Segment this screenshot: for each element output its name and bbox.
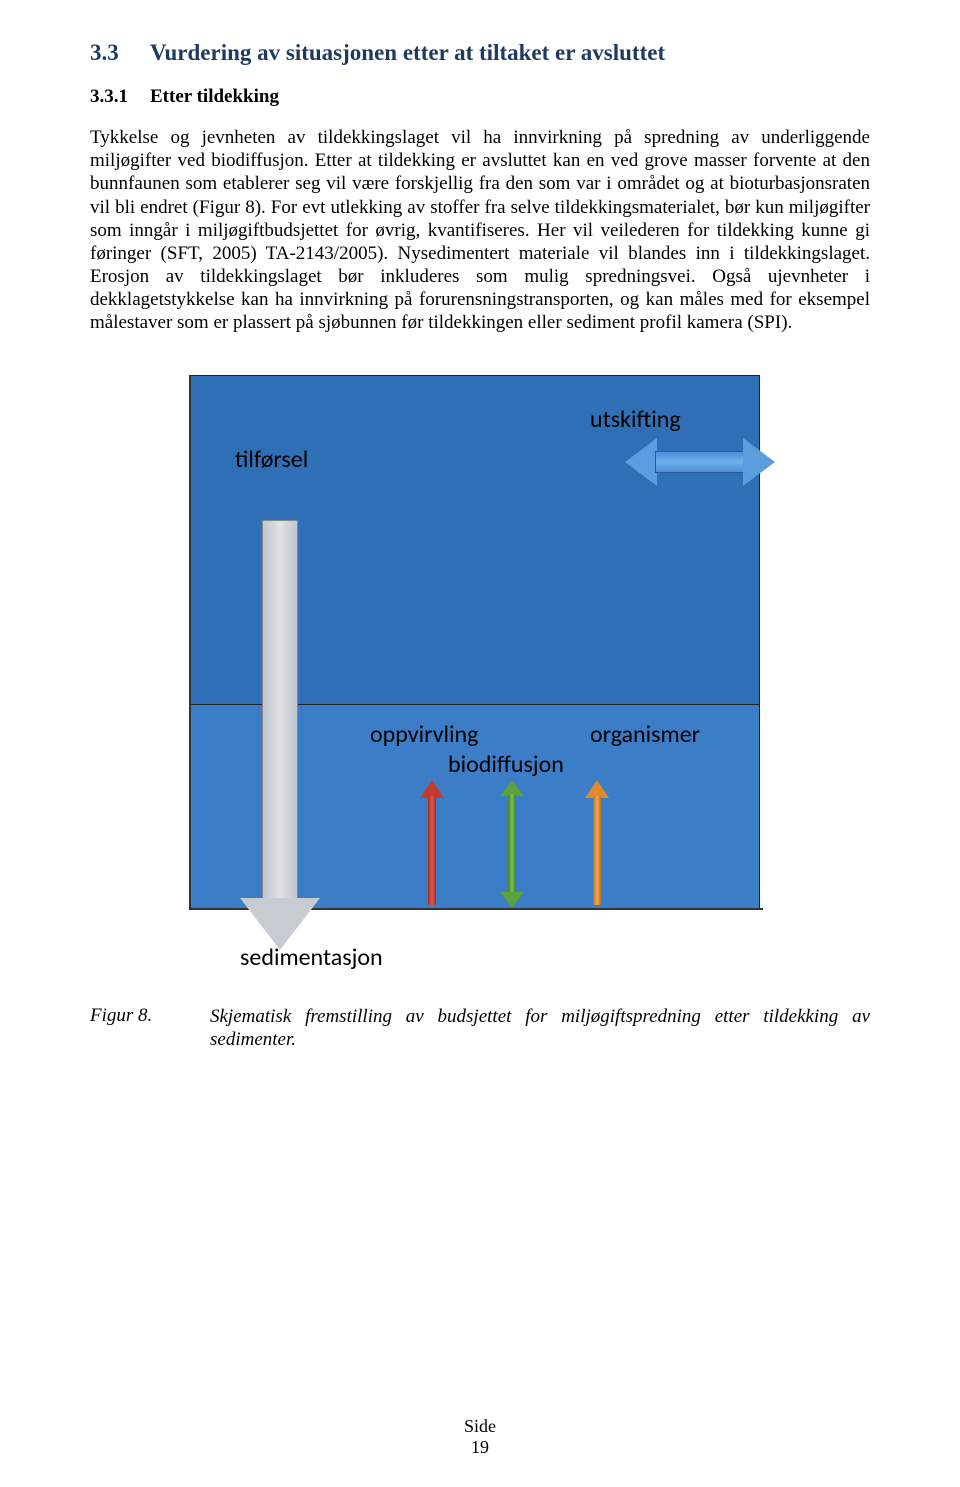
figure-caption-text: Skjematisk fremstilling av budsjettet fo… <box>210 1005 870 1051</box>
figure-caption-label: Figur 8. <box>90 1005 210 1027</box>
arrow-exchange <box>625 438 775 486</box>
heading-3-3-1-num: 3.3.1 <box>90 86 150 108</box>
label-sedimentasjon: sedimentasjon <box>240 943 383 972</box>
arrow-organismer <box>585 780 609 905</box>
arrow-sedimentation <box>240 520 320 950</box>
footer-page: 19 <box>0 1437 960 1459</box>
heading-3-3: 3.3Vurdering av situasjonen etter at til… <box>90 40 870 66</box>
label-utskifting: utskifting <box>590 405 681 434</box>
figure-caption: Figur 8. Skjematisk fremstilling av buds… <box>90 1005 870 1051</box>
heading-3-3-1-text: Etter tildekking <box>150 86 279 107</box>
label-tilforsel: tilførsel <box>235 445 308 474</box>
figure-diagram: tilførsel utskifting oppvirvling organis… <box>170 375 790 975</box>
axis-y <box>189 375 191 910</box>
heading-3-3-text: Vurdering av situasjonen etter at tiltak… <box>150 40 665 65</box>
label-organismer: organismer <box>590 720 700 749</box>
footer-side: Side <box>0 1416 960 1438</box>
page-footer: Side 19 <box>0 1416 960 1459</box>
label-oppvirvling: oppvirvling <box>370 720 478 749</box>
heading-3-3-1: 3.3.1Etter tildekking <box>90 86 870 108</box>
body-paragraph: Tykkelse og jevnheten av tildekkingslage… <box>90 126 870 335</box>
arrow-biodiffusjon <box>500 780 524 908</box>
arrow-oppvirvling <box>420 780 444 905</box>
label-biodiffusjon: biodiffusjon <box>448 750 564 779</box>
heading-3-3-num: 3.3 <box>90 40 150 66</box>
